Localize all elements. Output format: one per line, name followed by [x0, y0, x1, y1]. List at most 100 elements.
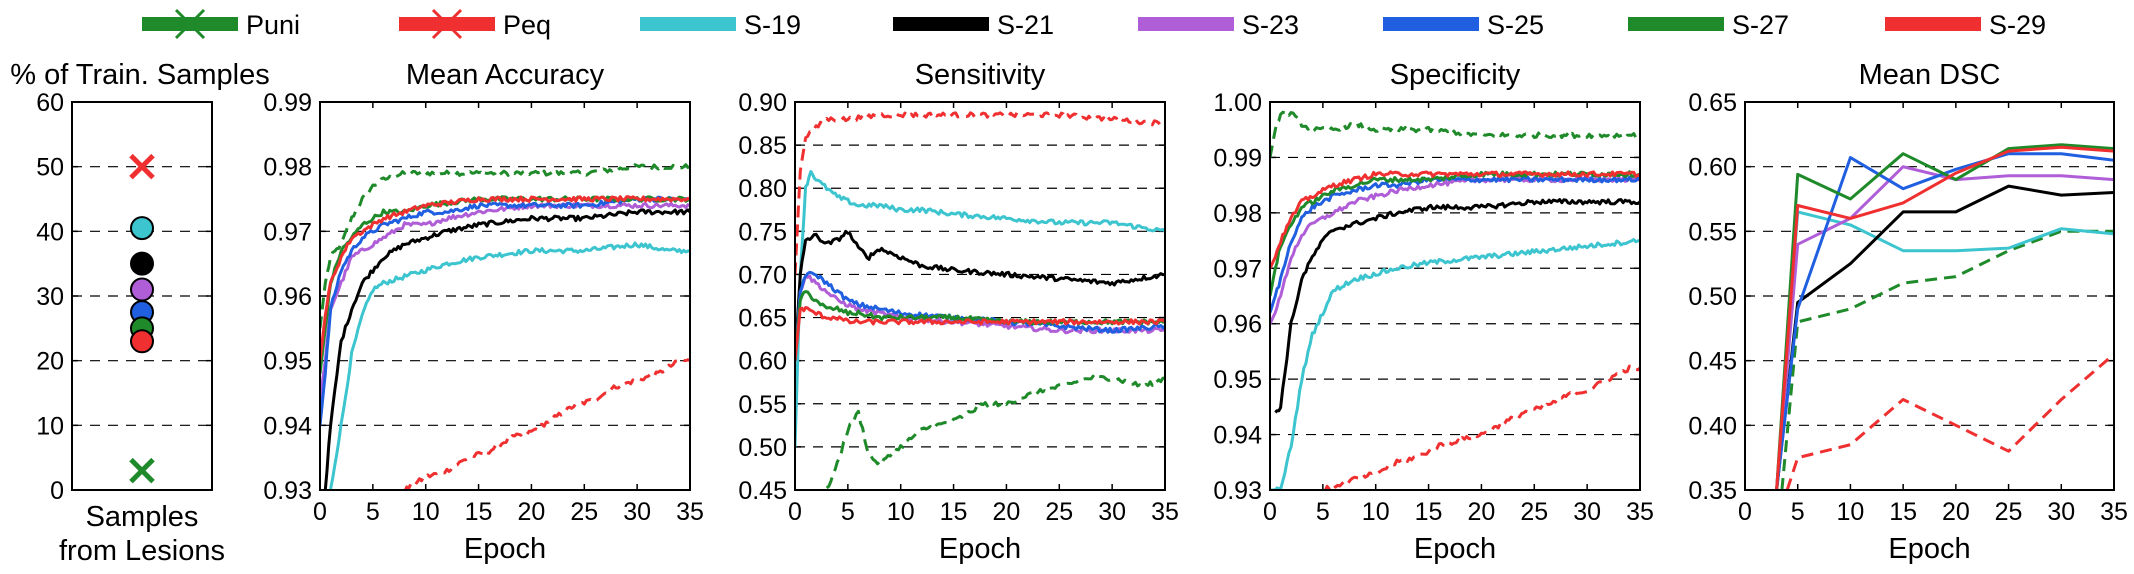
x-tick-label: 5	[841, 498, 855, 526]
y-tick-label: 60	[36, 89, 64, 117]
legend-label: S-27	[1732, 10, 1789, 40]
y-tick-label: 0.99	[263, 89, 312, 117]
y-tick-label: 0.80	[738, 175, 787, 203]
chart-title: % of Train. Samples	[10, 59, 270, 91]
chart-title: Mean Accuracy	[406, 59, 605, 91]
y-tick-label: 0.97	[263, 218, 312, 246]
x-tick-label: 25	[570, 498, 598, 526]
legend-label: Puni	[246, 10, 300, 40]
y-tick-label: 0	[50, 477, 64, 505]
y-tick-label: 0.45	[738, 477, 787, 505]
x-tick-label: 25	[1045, 498, 1073, 526]
series-line-puni	[1780, 229, 2114, 490]
x-axis-label: Epoch	[464, 533, 546, 565]
series-line-s-19	[1775, 210, 2114, 490]
x-tick-label: 30	[623, 498, 651, 526]
y-tick-label: 1.00	[1213, 89, 1262, 117]
plot-frame	[1744, 101, 2115, 491]
x-axis-label-line-2: from Lesions	[59, 535, 225, 567]
x-tick-label: 30	[1573, 498, 1601, 526]
y-tick-label: 0.94	[1213, 422, 1262, 450]
series-line-s-23	[1775, 165, 2114, 490]
y-tick-label: 0.50	[738, 434, 787, 462]
y-tick-label: 0.96	[263, 283, 312, 311]
x-tick-label: 20	[1942, 498, 1970, 526]
legend-item-s-23: S-23	[1138, 10, 1299, 40]
x-tick-label: 35	[2100, 498, 2128, 526]
chart-panel-3: 0.45 0.50 0.55 0.60 0.65 0.70 0.75 0.80 0.85 0.90…	[738, 59, 1179, 565]
x-tick-label: 0	[788, 498, 802, 526]
y-tick-label: 0.93	[1213, 477, 1262, 505]
series-line-peq	[1323, 364, 1640, 490]
plot-frame	[71, 101, 213, 491]
x-tick-label: 10	[1362, 498, 1390, 526]
y-tick-label: 20	[36, 348, 64, 376]
y-tick-label: 50	[36, 154, 64, 182]
plot-area	[795, 111, 1165, 490]
y-tick-label: 0.65	[738, 305, 787, 333]
y-tick-label: 0.95	[263, 348, 312, 376]
plot-area	[1270, 109, 1640, 490]
x-tick-label: 25	[1995, 498, 2023, 526]
series-line-peq	[403, 358, 690, 490]
point-s-19	[130, 216, 154, 241]
chart-panel-4: 0.93 0.94 0.95 0.96 0.97 0.98 0.99 1.00 0 5 10 15 20…	[1213, 59, 1654, 565]
x-tick-label: 10	[412, 498, 440, 526]
y-tick-label: 0.45	[1688, 348, 1737, 376]
legend-label: S-21	[997, 10, 1054, 40]
y-tick-label: 0.85	[738, 132, 787, 160]
series-line-s-25	[1775, 152, 2114, 490]
x-tick-label: 15	[1415, 498, 1443, 526]
legend: Puni Peq S-19 S-21 S-23 S-25 S-27 S-29	[142, 8, 2046, 40]
x-tick-label: 30	[2047, 498, 2075, 526]
legend-swatch	[1628, 17, 1724, 31]
series-line-s-29	[1270, 170, 1640, 269]
x-tick-label: 30	[1098, 498, 1126, 526]
x-tick-label: 5	[1791, 498, 1805, 526]
x-tick-label: 0	[1263, 498, 1277, 526]
series-line-s-29	[320, 195, 690, 361]
series-line-s-21	[323, 208, 690, 490]
y-tick-label: 0.70	[738, 261, 787, 289]
x-tick-label: 20	[993, 498, 1021, 526]
y-tick-label: 30	[36, 283, 64, 311]
legend-swatch	[893, 17, 989, 31]
x-tick-label: 0	[1738, 498, 1752, 526]
x-tick-label: 5	[366, 498, 380, 526]
legend-swatch	[640, 17, 736, 31]
series-line-s-19	[795, 170, 1165, 447]
series-line-peq	[1785, 353, 2114, 490]
x-tick-label: 35	[1626, 498, 1654, 526]
chart-panel-2: 0.93 0.94 0.95 0.96 0.97 0.98 0.99 0 5 10 15 20 25 30…	[263, 59, 704, 565]
y-tick-label: 0.90	[738, 89, 787, 117]
y-tick-label: 0.97	[1213, 255, 1262, 283]
plot-frame	[319, 101, 691, 491]
series-line-s-25	[795, 270, 1165, 361]
legend-label: S-19	[744, 10, 801, 40]
series-line-s-19	[329, 241, 690, 490]
y-tick-label: 0.93	[263, 477, 312, 505]
legend-label: S-25	[1487, 10, 1544, 40]
y-tick-label: 0.55	[738, 391, 787, 419]
y-tick-label: 0.96	[1213, 311, 1262, 339]
y-tick-label: 10	[36, 412, 64, 440]
point-s-21	[130, 251, 154, 276]
x-tick-label: 15	[940, 498, 968, 526]
x-axis-label: Epoch	[939, 533, 1021, 565]
legend-item-s-29: S-29	[1885, 10, 2046, 40]
legend-x-marker	[431, 8, 463, 40]
legend-label: S-23	[1242, 10, 1299, 40]
y-tick-label: 0.98	[263, 154, 312, 182]
series-line-puni	[825, 374, 1165, 490]
legend-item-s-25: S-25	[1383, 10, 1544, 40]
series-line-puni	[320, 163, 690, 329]
series-line-s-21	[1775, 184, 2114, 490]
chart-panel-1: 0 10 20 30 40 50 60% of Train. Samples Samplesf…	[10, 59, 270, 567]
x-tick-label: 10	[887, 498, 915, 526]
x-tick-label: 20	[1468, 498, 1496, 526]
y-tick-label: 0.35	[1688, 477, 1737, 505]
series-line-s-21	[795, 229, 1165, 361]
y-tick-label: 0.99	[1213, 144, 1262, 172]
series-line-s-21	[1274, 198, 1640, 414]
